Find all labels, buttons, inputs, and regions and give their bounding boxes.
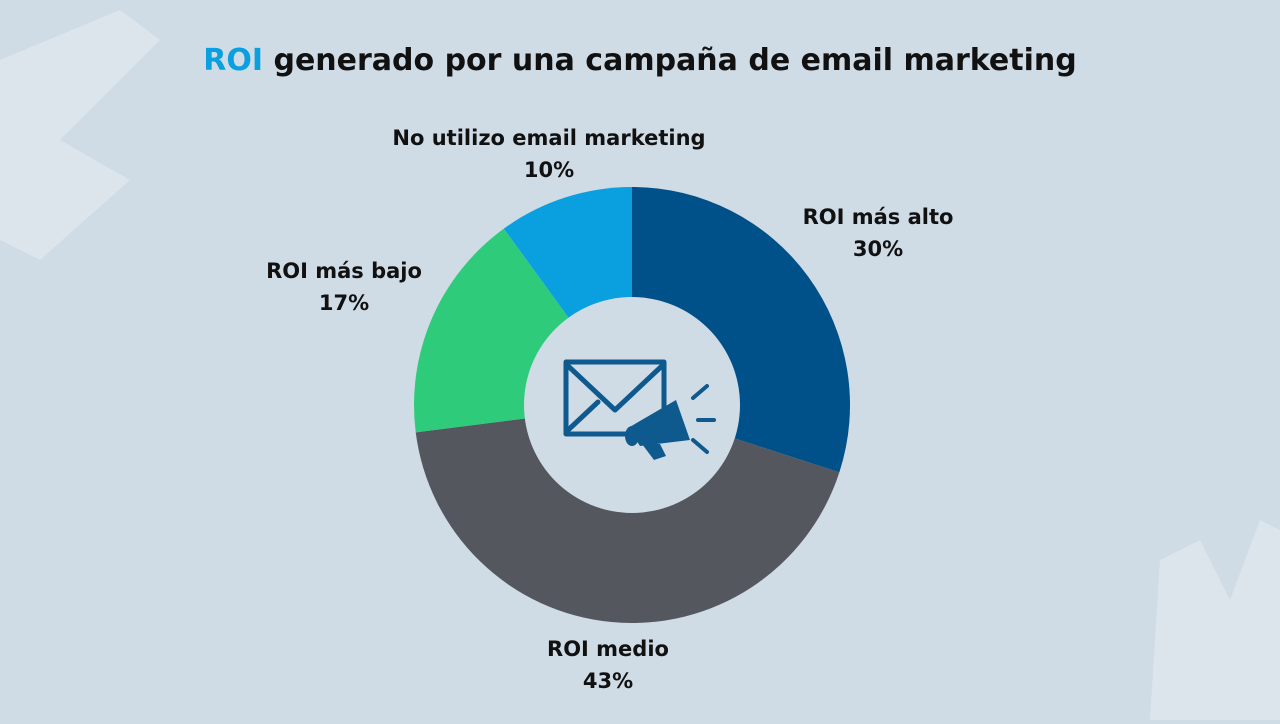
slice-label: ROI más alto: [803, 205, 954, 229]
slice-label: No utilizo email marketing: [392, 126, 705, 150]
slice-label: ROI medio: [547, 637, 669, 661]
donut-hole: [524, 297, 740, 513]
title-text: generado por una campaña de email market…: [273, 43, 1076, 78]
chart-title: ROI generado por una campaña de email ma…: [203, 43, 1076, 78]
value-label: 17%: [319, 291, 369, 315]
slice-label: ROI más bajo: [266, 259, 422, 283]
email-icon: [563, 359, 716, 454]
donut-slice: [415, 405, 840, 623]
value-label: 10%: [524, 158, 574, 182]
value-label: 43%: [583, 669, 633, 693]
megaphone-icon: [625, 400, 690, 460]
background-decoration: [0, 10, 1280, 720]
title-highlight: ROI: [203, 43, 263, 78]
value-label: 30%: [853, 237, 903, 261]
